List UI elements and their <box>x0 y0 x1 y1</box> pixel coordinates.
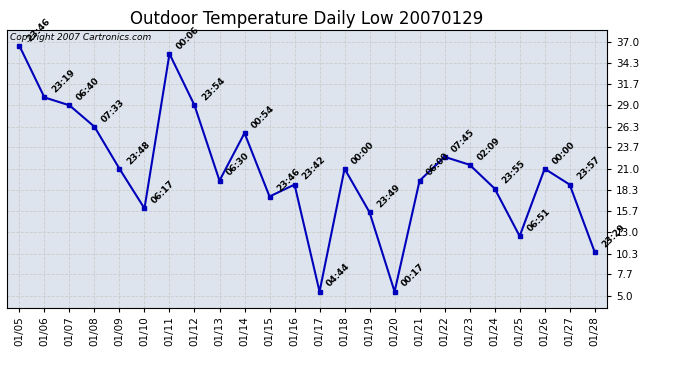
Text: 00:54: 00:54 <box>250 104 277 130</box>
Text: 06:30: 06:30 <box>225 152 251 178</box>
Text: 23:48: 23:48 <box>125 139 152 166</box>
Text: 23:55: 23:55 <box>500 159 526 186</box>
Text: 00:06: 00:06 <box>175 25 201 51</box>
Text: 23:49: 23:49 <box>375 183 402 210</box>
Text: 06:17: 06:17 <box>150 179 177 206</box>
Text: 00:00: 00:00 <box>350 140 376 166</box>
Text: 23:42: 23:42 <box>300 155 327 182</box>
Text: 06:40: 06:40 <box>75 76 101 102</box>
Text: 23:19: 23:19 <box>50 68 77 94</box>
Text: 23:54: 23:54 <box>200 76 227 102</box>
Text: 02:09: 02:09 <box>475 135 502 162</box>
Text: 07:45: 07:45 <box>450 128 477 154</box>
Text: 23:46: 23:46 <box>275 167 302 194</box>
Text: 06:00: 06:00 <box>425 152 451 178</box>
Text: 00:17: 00:17 <box>400 262 426 289</box>
Text: 07:33: 07:33 <box>100 98 126 124</box>
Text: 23:57: 23:57 <box>575 155 602 182</box>
Text: 23:29: 23:29 <box>600 222 627 249</box>
Text: 23:46: 23:46 <box>25 16 52 43</box>
Text: 06:51: 06:51 <box>525 207 552 233</box>
Text: Copyright 2007 Cartronics.com: Copyright 2007 Cartronics.com <box>10 33 151 42</box>
Text: 04:44: 04:44 <box>325 262 352 289</box>
Text: 00:00: 00:00 <box>550 140 576 166</box>
Title: Outdoor Temperature Daily Low 20070129: Outdoor Temperature Daily Low 20070129 <box>130 10 484 28</box>
